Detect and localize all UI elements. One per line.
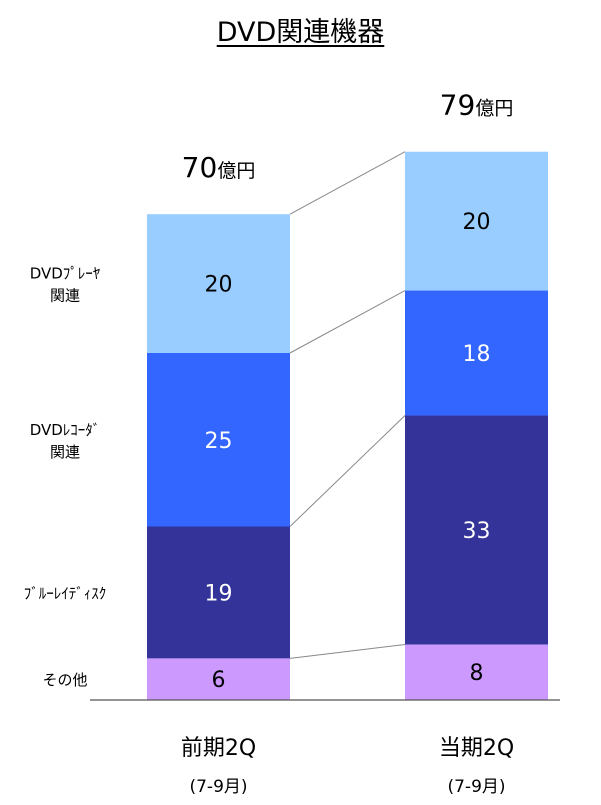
series-label: DVDﾚｺｰﾀﾞ	[30, 421, 101, 439]
bar-total-unit: 億円	[475, 98, 513, 120]
category-sublabel: (7-9月)	[447, 777, 505, 797]
bar-segment	[405, 151, 548, 291]
bar-segment	[405, 415, 548, 645]
chart-title: DVD関連機器	[216, 17, 385, 48]
bar-total-value: 79	[440, 89, 476, 122]
bar-segment	[405, 644, 548, 700]
bar-segment	[405, 290, 548, 416]
category-sublabel: (7-9月)	[189, 777, 247, 797]
category-label: 当期2Q	[439, 736, 514, 761]
bar-segment	[147, 214, 290, 353]
series-label: ﾌﾞﾙｰﾚｲﾃﾞｨｽｸ	[24, 584, 107, 602]
category-label: 前期2Q	[181, 736, 256, 761]
bar-value-label: 25	[205, 429, 233, 454]
bar-total-label: 79億円	[440, 89, 514, 122]
series-label: DVDﾌﾟﾚｰﾔ	[30, 265, 101, 283]
series-label: 関連	[50, 443, 80, 461]
series-label: その他	[42, 671, 87, 689]
connector-line	[289, 151, 406, 215]
bar-total-label: 70億円	[182, 151, 256, 184]
bar-value-label: 20	[463, 210, 491, 235]
bar-value-label: 8	[470, 661, 484, 686]
bar-value-label: 19	[205, 581, 233, 606]
bar-total-unit: 億円	[217, 160, 255, 182]
connector-line	[289, 415, 406, 527]
connector-line	[289, 643, 406, 659]
bar-segment	[147, 658, 290, 700]
bar-value-label: 20	[205, 273, 233, 298]
bar-segment	[147, 526, 290, 659]
bar-total-value: 70	[182, 151, 218, 184]
bar-value-label: 33	[463, 519, 491, 544]
bar-segment	[147, 353, 290, 527]
bar-value-label: 18	[463, 342, 491, 367]
connector-line	[289, 290, 406, 354]
bar-value-label: 6	[212, 668, 226, 693]
series-label: 関連	[50, 287, 80, 305]
